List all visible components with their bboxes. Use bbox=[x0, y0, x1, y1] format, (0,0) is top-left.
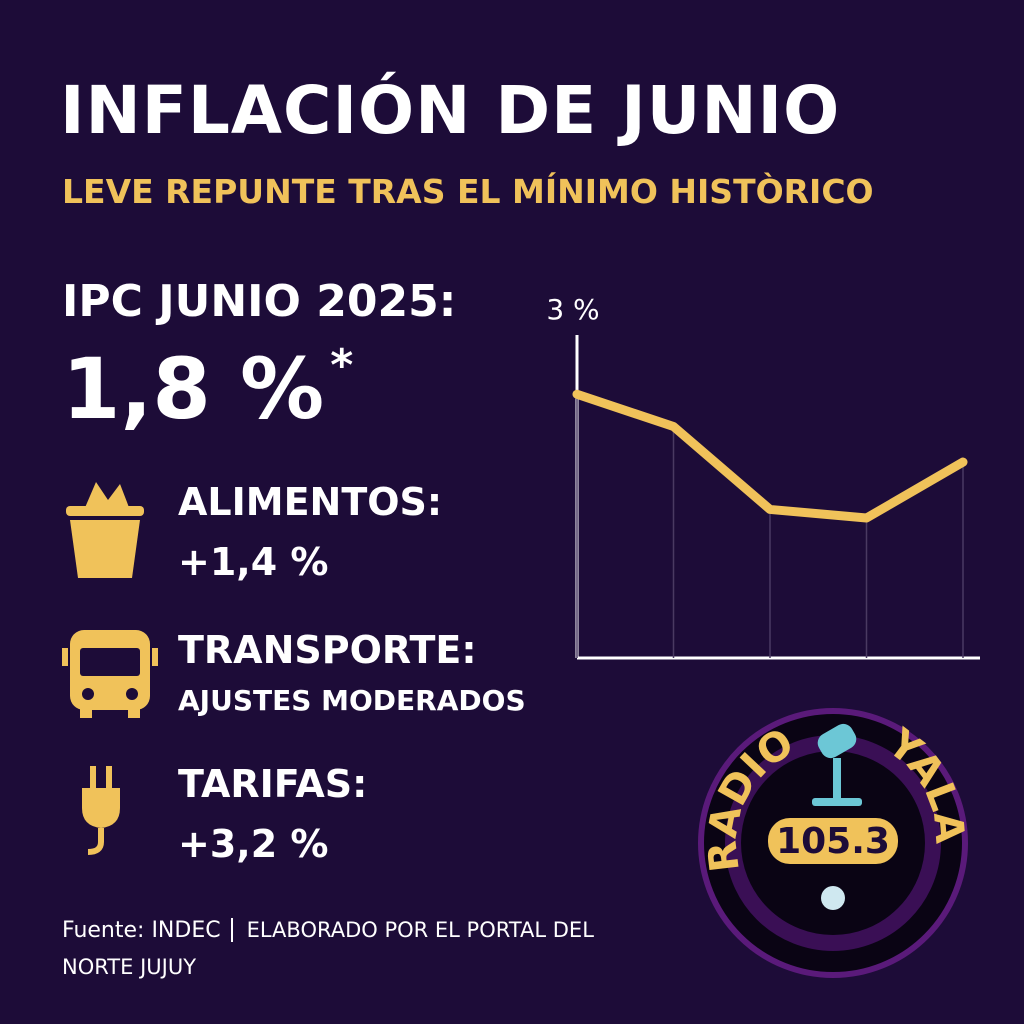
credit: ELABORADO POR EL PORTAL DEL NORTE JUJUY bbox=[62, 918, 594, 979]
item-value: +3,2 % bbox=[178, 822, 329, 866]
line bbox=[572, 389, 968, 523]
plug-icon bbox=[82, 766, 120, 855]
bus-icon bbox=[62, 630, 158, 718]
subtitle: LEVE REPUNTE TRAS EL MÍNIMO HISTÒRICO bbox=[62, 172, 874, 211]
food-icon bbox=[66, 482, 144, 578]
headline-value: 1,8 % * bbox=[62, 340, 353, 438]
source: Fuente: INDEC bbox=[62, 918, 221, 943]
item-value: +1,4 % bbox=[178, 540, 329, 584]
item-label: TARIFAS: bbox=[178, 762, 368, 806]
note: * bbox=[330, 340, 354, 391]
headline-label: IPC JUNIO 2025: bbox=[62, 276, 457, 327]
value: 1,8 % bbox=[62, 340, 325, 438]
item-value: AJUSTES MODERADOS bbox=[178, 684, 526, 717]
y-tick-label: 3 % bbox=[546, 293, 599, 326]
item-label: ALIMENTOS: bbox=[178, 480, 443, 524]
logo-frequency: 105.3 bbox=[776, 821, 890, 862]
item-label: TRANSPORTE: bbox=[178, 628, 477, 672]
footer: Fuente: INDEC ELABORADO POR EL PORTAL DEL… bbox=[62, 912, 602, 986]
radio-logo bbox=[698, 708, 968, 978]
title: INFLACIÓN DE JUNIO bbox=[60, 72, 841, 149]
